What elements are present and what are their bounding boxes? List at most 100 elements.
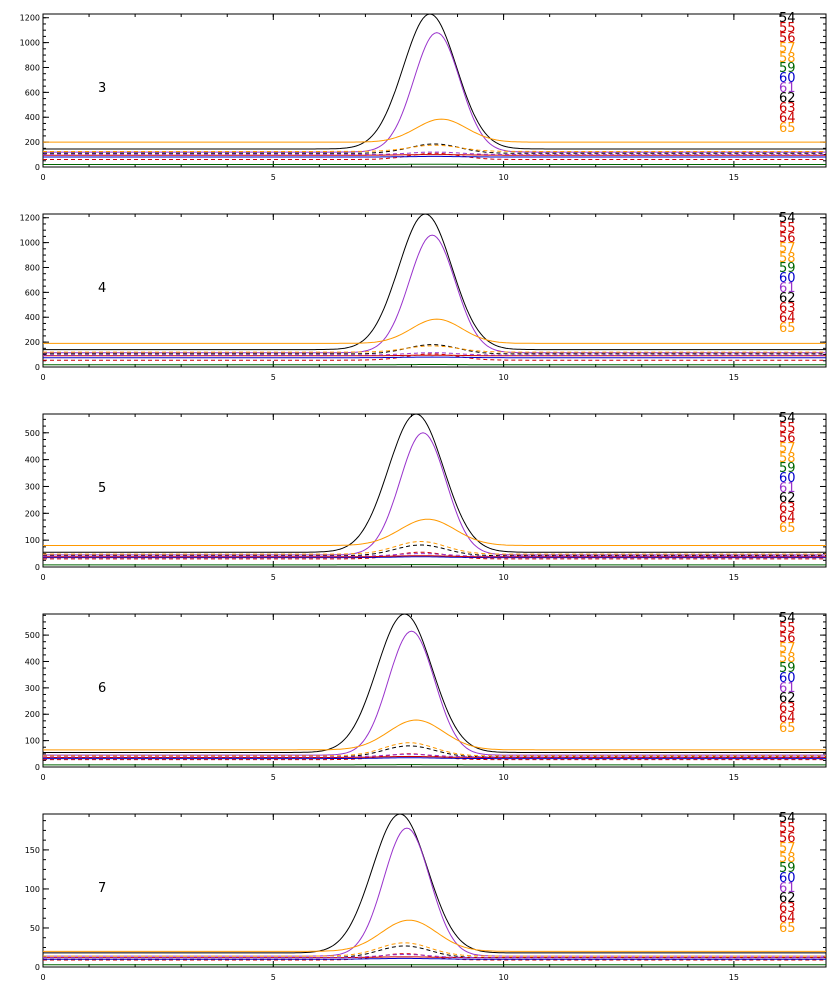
legend-entry-56: 56: [779, 31, 796, 46]
series-line-2: [43, 318, 826, 344]
x-tick-label: 0: [40, 373, 45, 382]
y-tick-label: 1200: [20, 14, 40, 23]
series-line-1: [43, 432, 826, 556]
series-line-5: [43, 551, 826, 560]
legend-entry-62: 62: [779, 691, 796, 706]
series-line-4: [43, 345, 826, 353]
y-tick-label: 400: [25, 456, 40, 465]
series-line-4: [43, 540, 826, 555]
series-line-0: [43, 814, 826, 954]
legend-entry-64: 64: [779, 511, 796, 526]
x-tick-label: 15: [729, 173, 739, 182]
legend-entry-61: 61: [779, 81, 796, 96]
x-tick-label: 10: [498, 573, 508, 582]
y-tick-label: 1000: [20, 239, 40, 248]
plot-frame: [42, 813, 827, 968]
x-tick-label: 10: [498, 973, 508, 982]
panel-label: 5: [98, 481, 106, 496]
series-line-6: [43, 155, 826, 158]
legend-entry-61: 61: [779, 481, 796, 496]
legend-entry-55: 55: [779, 21, 796, 36]
legend-entry-63: 63: [779, 701, 796, 716]
plot-frame: [42, 13, 827, 168]
y-tick-label: 400: [25, 313, 40, 322]
series-line-5: [43, 152, 826, 160]
legend-entry-56: 56: [779, 631, 796, 646]
x-tick-label: 15: [729, 573, 739, 582]
y-tick-label: 200: [25, 338, 40, 347]
legend-entry-65: 65: [779, 521, 796, 536]
x-tick-label: 0: [40, 173, 45, 182]
legend-entry-59: 59: [779, 61, 796, 76]
series-line-1: [43, 234, 826, 354]
legend-entry-61: 61: [779, 881, 796, 896]
series-line-2: [43, 919, 826, 952]
series-line-9: [43, 151, 826, 156]
series-line-3: [43, 143, 826, 154]
legend-entry-55: 55: [779, 421, 796, 436]
y-tick-label: 800: [25, 263, 40, 272]
series-line-0: [43, 414, 826, 553]
legend-entry-54: 54: [779, 11, 796, 26]
legend-entry-56: 56: [779, 431, 796, 446]
series-line-6: [43, 356, 826, 359]
legend-entry-57: 57: [779, 441, 796, 456]
legend-entry-65: 65: [779, 921, 796, 936]
legend-entry-59: 59: [779, 461, 796, 476]
legend-entry-62: 62: [779, 491, 796, 506]
series-line-6: [43, 957, 826, 960]
y-tick-label: 200: [25, 509, 40, 518]
legend-entry-60: 60: [779, 871, 796, 886]
y-tick-label: 500: [25, 429, 40, 438]
y-tick-label: 150: [25, 846, 40, 855]
series-line-7: [43, 154, 826, 156]
y-tick-label: 300: [25, 684, 40, 693]
legend-entry-63: 63: [779, 501, 796, 516]
legend-entry-65: 65: [779, 121, 796, 136]
series-line-4: [43, 942, 826, 957]
x-tick-label: 5: [271, 173, 276, 182]
legend-entry-54: 54: [779, 811, 796, 826]
legend-entry-64: 64: [779, 111, 796, 126]
legend-entry-60: 60: [779, 671, 796, 686]
series-line-9: [43, 553, 826, 557]
legend-entry-58: 58: [779, 651, 796, 666]
y-tick-label: 1000: [20, 39, 40, 48]
y-tick-label: 400: [25, 657, 40, 666]
series-line-4: [43, 144, 826, 152]
legend-entry-54: 54: [779, 411, 796, 426]
series-line-9: [43, 954, 826, 959]
legend-entry-60: 60: [779, 271, 796, 286]
series-line-3: [43, 544, 826, 557]
series-line-1: [43, 32, 826, 153]
series-line-5: [43, 353, 826, 361]
x-tick-label: 15: [729, 773, 739, 782]
legend-entry-55: 55: [779, 621, 796, 636]
legend-entry-59: 59: [779, 261, 796, 276]
series-line-0: [43, 614, 826, 753]
y-tick-label: 0: [35, 363, 40, 372]
x-tick-label: 15: [729, 973, 739, 982]
legend-entry-62: 62: [779, 91, 796, 106]
legend-entry-58: 58: [779, 451, 796, 466]
chart-panel-4: 0 200 400 600 800 1000 1200 0 5 10 15 4 545556575859…: [20, 211, 827, 382]
series-line-4: [43, 742, 826, 757]
legend-entry-61: 61: [779, 681, 796, 696]
x-tick-label: 10: [498, 373, 508, 382]
x-tick-label: 0: [40, 773, 45, 782]
legend-entry-65: 65: [779, 721, 796, 736]
legend-entry-59: 59: [779, 861, 796, 876]
panel-label: 3: [98, 81, 106, 96]
plot-frame: [42, 613, 827, 768]
series-line-6: [43, 757, 826, 760]
panel-label: 7: [98, 881, 106, 896]
series-line-1: [43, 630, 826, 756]
x-tick-label: 10: [498, 773, 508, 782]
legend-entry-57: 57: [779, 841, 796, 856]
legend-entry-57: 57: [779, 641, 796, 656]
plot-frame: [42, 413, 827, 568]
series-line-0: [43, 214, 826, 351]
